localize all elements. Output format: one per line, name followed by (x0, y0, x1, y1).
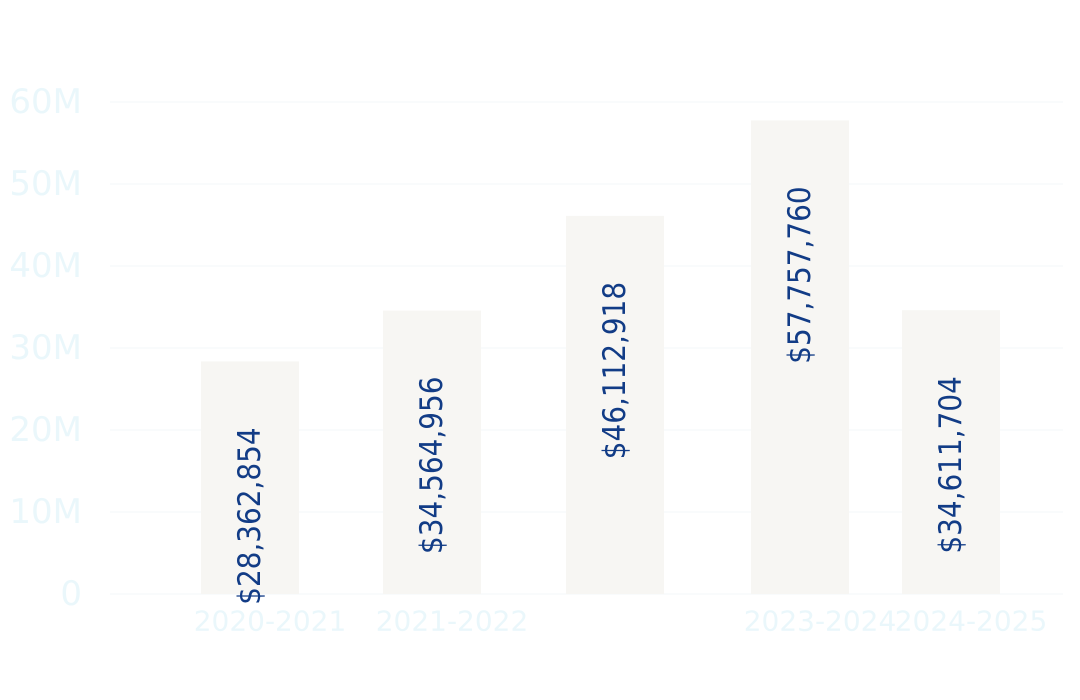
bar (902, 310, 1000, 594)
y-tick-label: 40M (9, 246, 82, 286)
x-tick-label: 2021-2022 (376, 605, 529, 638)
x-tick-label: 2020-2021 (194, 605, 347, 638)
y-tick-label: 60M (9, 82, 82, 122)
y-tick-label: 30M (9, 328, 82, 368)
y-tick-label: 20M (9, 410, 82, 450)
y-tick-label: 10M (9, 492, 82, 532)
x-tick-label: 2024-2025 (895, 605, 1048, 638)
bar-value-label: $34,564,956 (414, 377, 450, 554)
bar (566, 215, 664, 594)
x-tick-label: 2023-2024 (744, 605, 897, 638)
bar-value-label: $57,757,760 (782, 186, 818, 363)
bar (201, 361, 299, 594)
bar-value-label: $46,112,918 (597, 282, 633, 459)
bar-value-label: $34,611,704 (933, 376, 969, 553)
bar-value-label: $28,362,854 (232, 427, 268, 604)
y-axis-tick-labels: 0 10M 20M 30M 40M 50M 60M (9, 82, 82, 614)
bar (751, 120, 849, 595)
bars (201, 120, 1000, 595)
y-tick-label: 0 (60, 574, 82, 614)
bar (383, 310, 481, 594)
y-tick-label: 50M (9, 164, 82, 204)
bar-value-labels: $28,362,854 $34,564,956 $46,112,918 $57,757… (232, 186, 969, 604)
